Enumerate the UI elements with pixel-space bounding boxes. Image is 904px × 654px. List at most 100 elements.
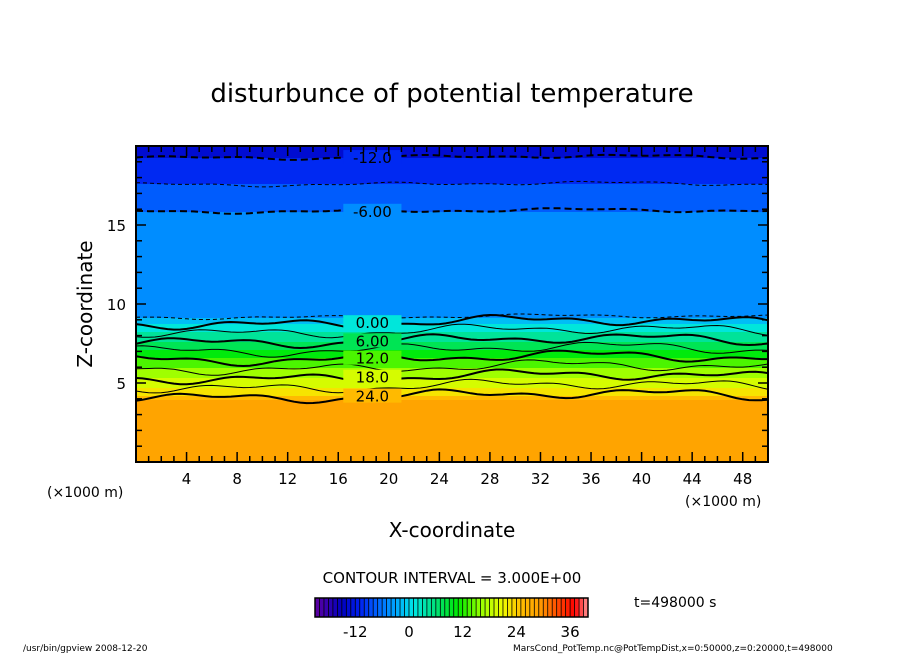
colorbar-swatch [404, 598, 409, 617]
contour-fill-band [136, 364, 768, 367]
colorbar-swatch [476, 598, 481, 617]
chart-title: disturbunce of potential temperature [210, 79, 693, 109]
contour-fill-band [136, 406, 768, 409]
colorbar-swatch [413, 598, 418, 617]
colorbar-swatch [574, 598, 580, 617]
x-tick-label: 16 [329, 470, 348, 488]
contour-fill-band [136, 284, 768, 287]
colorbar-swatch [561, 598, 566, 617]
contour-fill-band [136, 256, 768, 259]
colorbar-swatch [359, 598, 365, 617]
contour-fill-band [136, 294, 768, 297]
x-tick-labels: 4 8 12 16 20 24 28 32 36 40 44 48 [182, 470, 752, 488]
contour-fill-band [136, 388, 768, 391]
colorbar-swatch [480, 598, 486, 617]
x-tick-label: 36 [581, 470, 600, 488]
colorbar-swatch [507, 598, 512, 617]
contour-fill-band [136, 240, 768, 243]
colorbar-swatch [444, 598, 450, 617]
contour-label-bg [343, 150, 402, 165]
colorbar-swatch [422, 598, 427, 617]
contour-fill-band [136, 246, 768, 249]
contour-fill-band [136, 218, 768, 221]
colorbar-swatch [341, 598, 347, 617]
contour-fill-band [136, 188, 768, 191]
contour-label-bg [343, 203, 402, 218]
colorbar [314, 598, 588, 617]
contour-fill-band [136, 304, 768, 307]
contour-fill-band [136, 450, 768, 453]
contour-fill-band [136, 400, 768, 403]
contour-fill-band [136, 204, 768, 207]
contour-fill-band [136, 438, 768, 441]
contour-fill-band [136, 330, 768, 333]
contour-fill-band [136, 278, 768, 281]
contour-fill-band [136, 198, 768, 201]
contour-fill-band [136, 374, 768, 377]
y-tick-label: 5 [116, 375, 126, 393]
x-axis-label: X-coordinate [389, 518, 516, 542]
colorbar-swatch [391, 598, 396, 617]
contour-fill-band [136, 352, 768, 355]
colorbar-swatch [377, 598, 383, 617]
contour-fill-band [136, 370, 768, 373]
contour-fill-band [136, 314, 768, 317]
colorbar-tick-label: 36 [561, 623, 580, 641]
time-label: t=498000 s [634, 595, 716, 611]
contour-fill-band [136, 424, 768, 427]
contour-fill-band [136, 196, 768, 199]
colorbar-swatch [395, 598, 401, 617]
contour-fill-band [136, 392, 768, 395]
contour-fill-band [136, 260, 768, 263]
contour-fill-band [136, 190, 768, 193]
contour-fill-band [136, 226, 768, 229]
contour-fill-band [136, 340, 768, 343]
contour-fill-band [136, 326, 768, 329]
colorbar-swatch [408, 598, 414, 617]
colorbar-swatch [453, 598, 459, 617]
contour-line [135, 153, 769, 161]
contour-fill-band [136, 372, 768, 375]
contour-line [135, 378, 769, 394]
contour-fill-band [136, 360, 768, 363]
contour-fill-band [136, 420, 768, 423]
contour-line [135, 388, 769, 405]
colorbar-swatch [556, 598, 562, 617]
colorbar-swatch [494, 598, 499, 617]
colorbar-tick-label: 24 [507, 623, 526, 641]
contour-fill [136, 146, 768, 463]
contour-fill-band [136, 186, 768, 189]
contour-fill-band [136, 428, 768, 431]
contour-fill-band [136, 334, 768, 337]
contour-fill-band [136, 366, 768, 369]
contour-fill-band [136, 192, 768, 195]
contour-fill-band [136, 402, 768, 405]
x-unit-right: (×1000 m) [685, 494, 761, 510]
contour-fill-band [136, 252, 768, 255]
contour-fill-band [136, 408, 768, 411]
colorbar-swatch [315, 598, 320, 617]
contour-fill-band [136, 268, 768, 271]
contour-fill-band [136, 156, 768, 159]
contour-fill-band [136, 248, 768, 251]
colorbar-swatch [489, 598, 495, 617]
contour-label: 12.0 [356, 350, 389, 368]
contour-fill-band [136, 222, 768, 225]
colorbar-swatch [462, 598, 468, 617]
colorbar-swatch [426, 598, 432, 617]
contour-fill-band [136, 232, 768, 235]
footer-source: MarsCond_PotTemp.nc@PotTempDist,x=0:5000… [513, 644, 833, 654]
colorbar-swatch [458, 598, 463, 617]
contour-fill-band [136, 434, 768, 437]
colorbar-swatch [417, 598, 423, 617]
contour-label: 24.0 [356, 388, 389, 406]
colorbar-tick-label: -12 [343, 623, 368, 641]
contour-fill-band [136, 432, 768, 435]
contour-fill-band [136, 398, 768, 401]
contour-fill-band [136, 290, 768, 293]
contour-fill-band [136, 448, 768, 451]
contour-fill-band [136, 396, 768, 399]
colorbar-swatch [319, 598, 324, 617]
